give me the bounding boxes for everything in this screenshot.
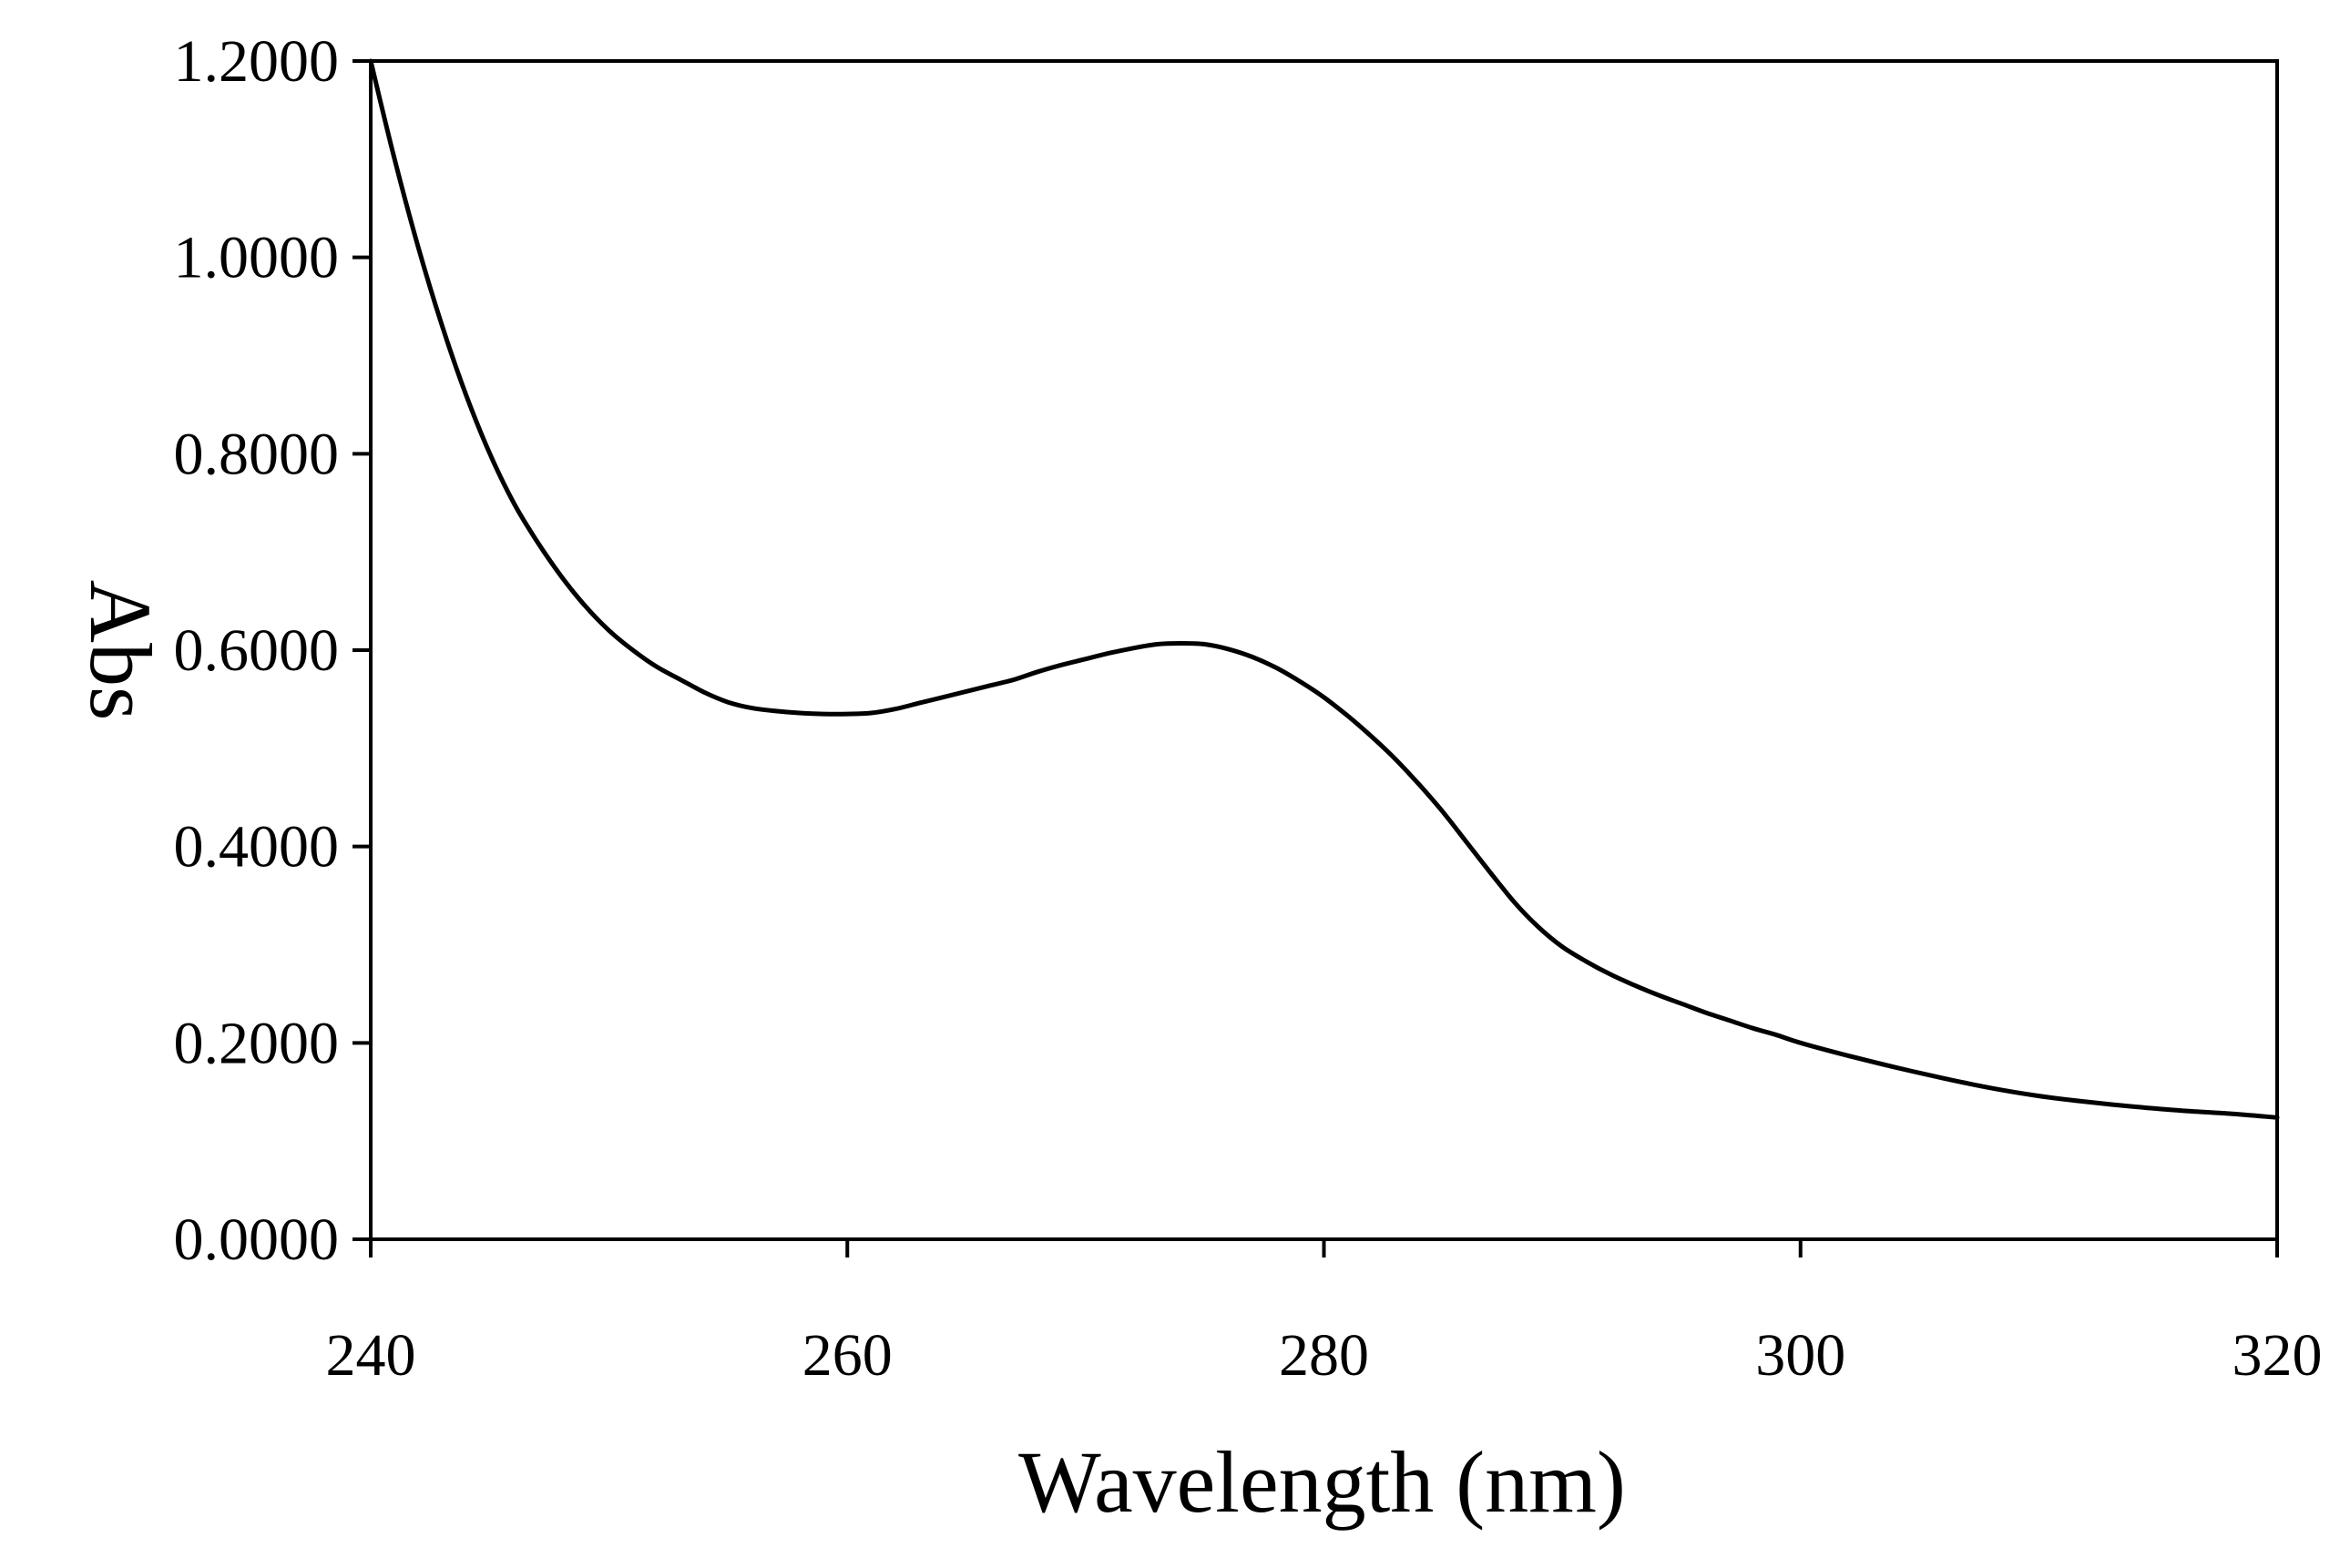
x-axis-title: Wavelength (nm)	[1018, 1433, 1626, 1531]
y-tick-label: 1.0000	[174, 225, 340, 291]
x-tick-label: 260	[802, 1322, 893, 1389]
y-tick-label: 0.2000	[174, 1010, 340, 1076]
x-tick-label: 300	[1755, 1322, 1845, 1389]
plot-area-frame	[369, 59, 2279, 1241]
absorbance-series-line	[368, 58, 2280, 1120]
y-tick-label: 0.0000	[174, 1207, 340, 1273]
y-axis-ticks: 0.0000 0.2000 0.4000 0.6000 0.8000 1.0000 1.20…	[174, 28, 371, 1273]
x-axis-ticks: 240 260 280 300 320	[326, 1239, 2323, 1389]
y-tick-label: 0.8000	[174, 421, 340, 487]
x-tick-label: 280	[1279, 1322, 1369, 1389]
y-tick-label: 1.2000	[174, 28, 340, 95]
y-tick-label: 0.4000	[174, 814, 340, 881]
y-axis-title: Abs	[72, 580, 169, 721]
y-tick-label: 0.6000	[174, 617, 340, 684]
x-tick-label: 240	[326, 1322, 416, 1389]
x-tick-label: 320	[2232, 1322, 2323, 1389]
